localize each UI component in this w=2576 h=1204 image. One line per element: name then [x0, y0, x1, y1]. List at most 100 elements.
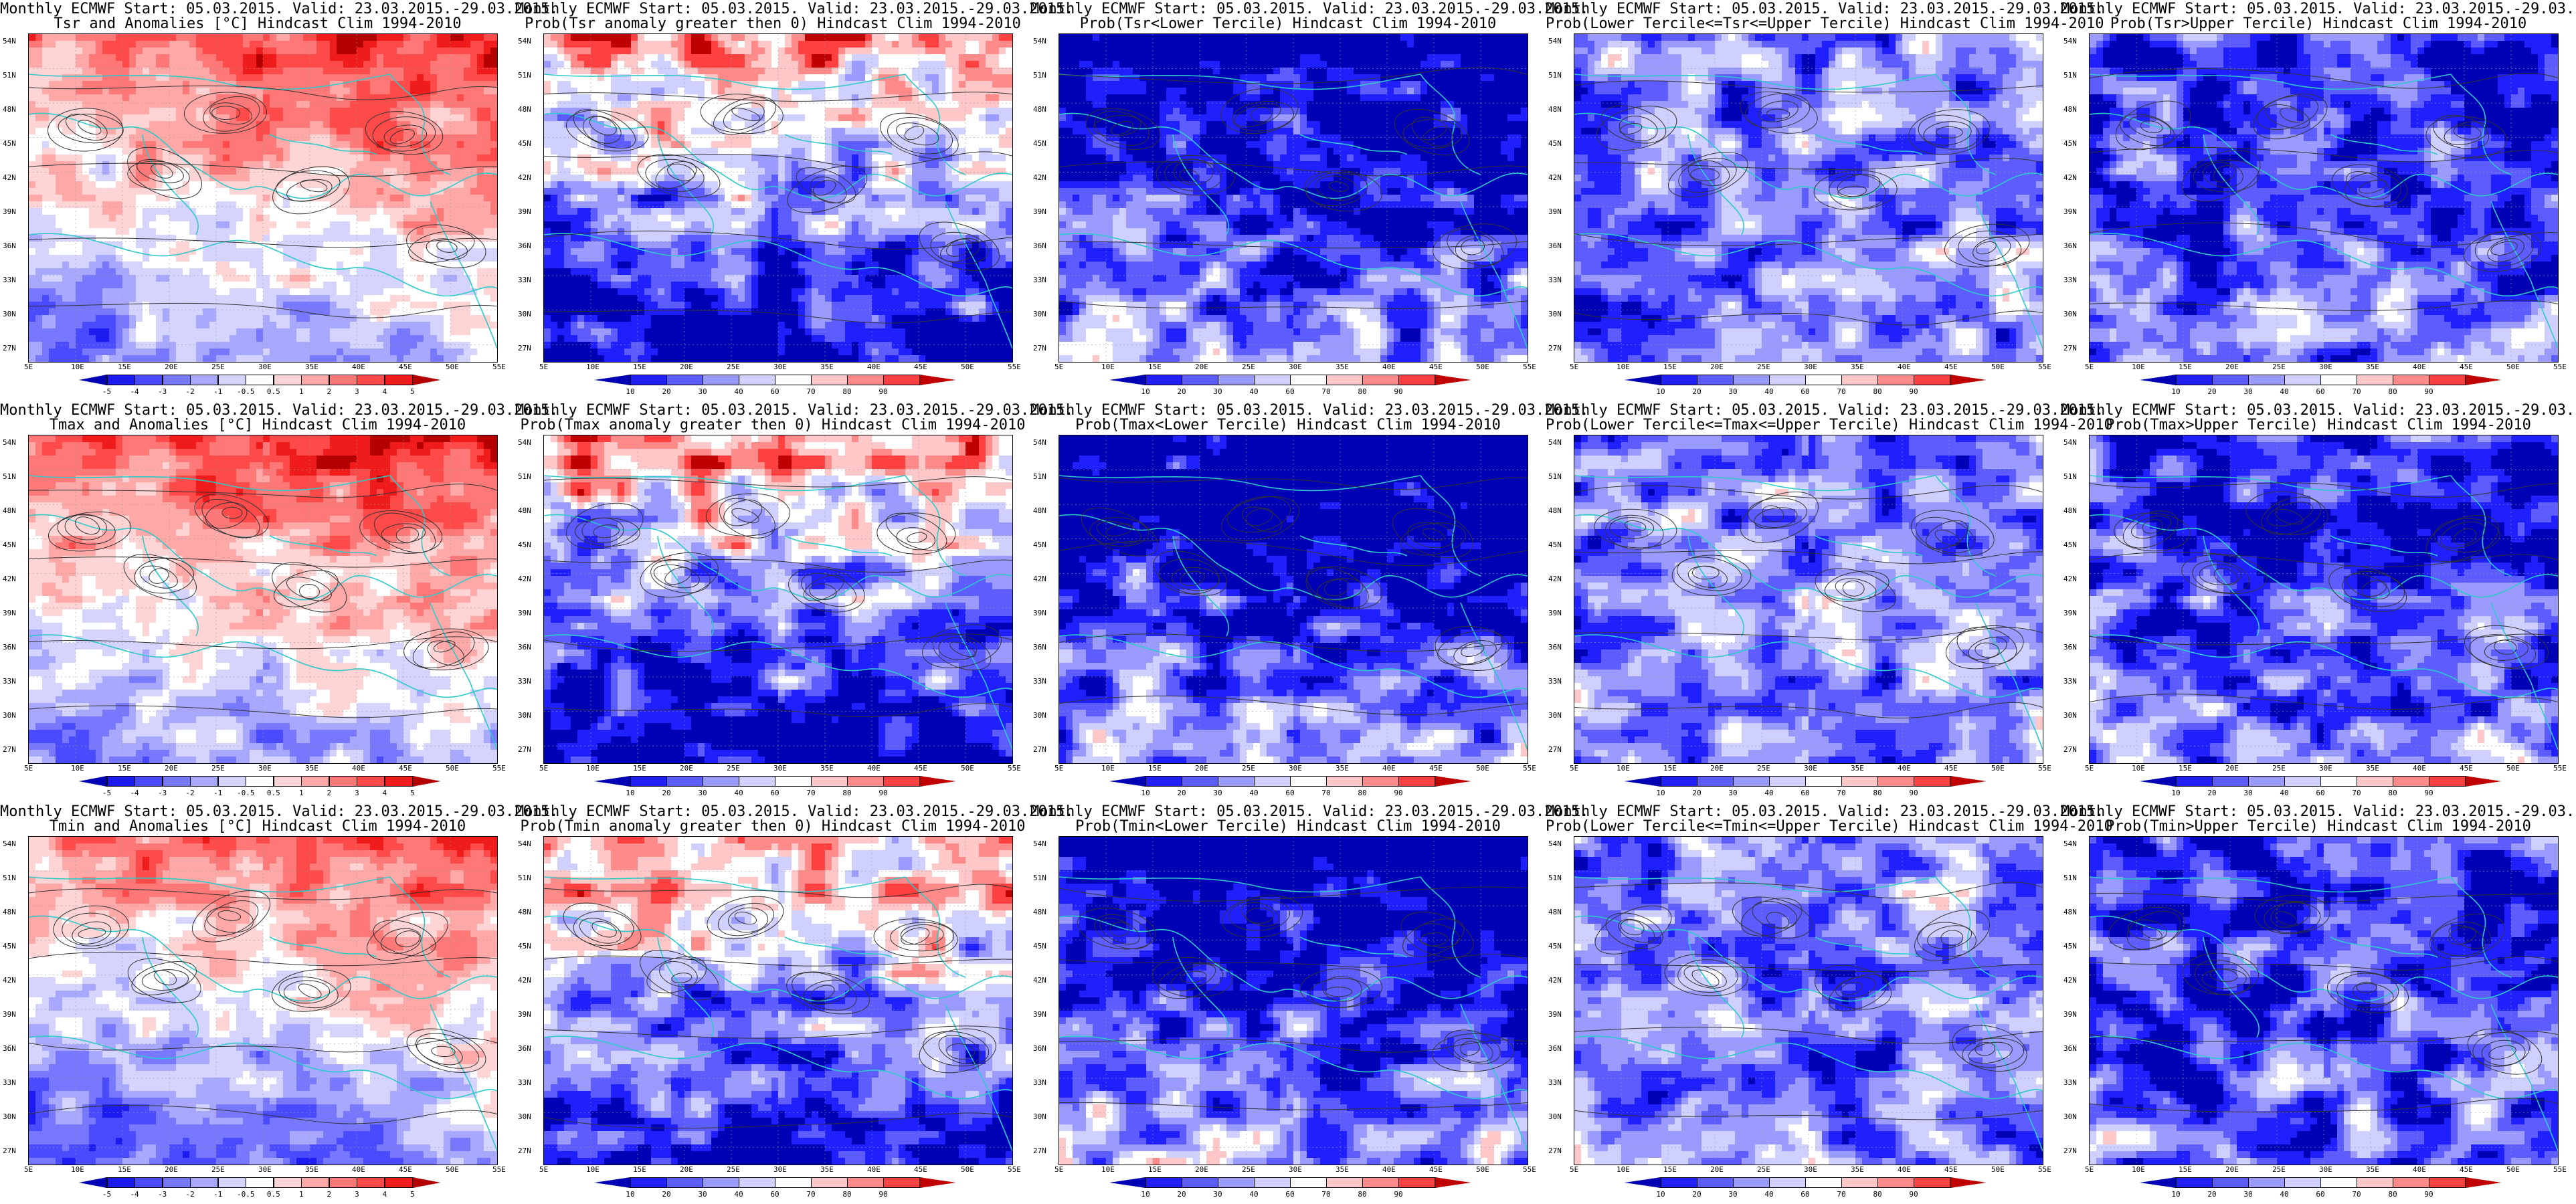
longitude-label: 5E [2085, 1165, 2094, 1174]
latitude-label: 30N [3, 1112, 16, 1121]
colorbar-segment [273, 375, 302, 385]
latitude-label: 51N [1033, 472, 1046, 481]
colorbar-segment [1733, 375, 1770, 385]
colorbar-tick-label: 3 [355, 1190, 359, 1199]
colorbar-segment [2284, 776, 2321, 787]
longitude-label: 10E [2132, 1165, 2145, 1174]
colorbar-segment [1950, 776, 1987, 787]
longitude-label: 5E [1054, 363, 1064, 371]
colorbar-segment [847, 375, 884, 385]
longitude-label: 40E [867, 764, 881, 773]
map-plot [28, 435, 498, 764]
longitude-label: 50E [2506, 1165, 2520, 1174]
latitude-label: 36N [3, 643, 16, 651]
coastlines [544, 74, 1012, 349]
longitude-label: 25E [211, 363, 225, 371]
longitude-label: 10E [1101, 764, 1115, 773]
longitude-label: 25E [2272, 1165, 2286, 1174]
contours [29, 484, 497, 718]
contours [29, 888, 497, 1124]
longitude-label: 30E [1289, 764, 1302, 773]
shaded-field [1059, 435, 1528, 763]
latitude-label: 51N [518, 472, 531, 481]
map-panel-tmin-middle: Monthly ECMWF Start: 05.03.2015. Valid: … [1546, 803, 2113, 1204]
latitude-label: 51N [3, 71, 16, 80]
colorbar-segment [106, 1177, 135, 1188]
map-panel-tmin-lower: Monthly ECMWF Start: 05.03.2015. Valid: … [1030, 803, 1588, 1204]
longitude-label: 35E [305, 764, 318, 773]
colorbar-segment [1109, 1177, 1146, 1188]
latitude-label: 42N [2063, 575, 2077, 583]
longitude-label: 15E [118, 1165, 131, 1174]
longitude-label: 15E [1663, 363, 1677, 371]
colorbar-segment [2393, 776, 2429, 787]
longitude-label: 10E [1617, 764, 1630, 773]
colorbar-tick-label: -2 [185, 1190, 195, 1199]
map-canvas [1059, 837, 1528, 1165]
map-panel-tmin-anom: Monthly ECMWF Start: 05.03.2015. Valid: … [0, 803, 558, 1204]
colorbar-segment [2357, 375, 2393, 385]
latitude-label: 33N [518, 1078, 531, 1087]
latitude-label: 42N [1548, 173, 1562, 182]
longitude-label: 45E [399, 764, 412, 773]
coastlines [1574, 876, 2043, 1152]
colorbar-segment [2320, 776, 2357, 787]
colorbar-tick-label: 30 [2243, 387, 2253, 396]
longitude-label: 50E [1991, 1165, 2005, 1174]
colorbar-tick-label: 80 [2388, 387, 2397, 396]
colorbar-segment [2248, 375, 2285, 385]
colorbar-segment [412, 776, 441, 787]
colorbar-segment [1950, 1177, 1987, 1188]
colorbar-tick-label: 80 [1873, 1190, 1882, 1199]
longitude-label: 5E [1570, 1165, 1579, 1174]
colorbar-segment [1326, 375, 1363, 385]
colorbar-segment [301, 776, 330, 787]
latitude-label: 36N [1548, 643, 1562, 651]
colorbar-tick-label: 90 [2424, 387, 2433, 396]
latitude-label: 27N [2063, 745, 2077, 754]
colorbar-segment [2140, 776, 2177, 787]
colorbar-segment [919, 776, 956, 787]
colorbar-tick-label: 90 [879, 789, 888, 797]
colorbar-tick-label: 80 [1358, 1190, 1367, 1199]
colorbar-segment [1841, 375, 1878, 385]
latitude-label: 45N [1548, 942, 1562, 950]
panel-title-field: Tsr and Anomalies [°C] Hindcast Clim 199… [54, 15, 462, 32]
colorbar-tick-label: 40 [1249, 789, 1259, 797]
longitude-label: 20E [1710, 363, 1724, 371]
colorbar-segment [630, 776, 667, 787]
longitude-label: 45E [1944, 764, 1958, 773]
colorbar-segment [2320, 1177, 2357, 1188]
colorbar-tick-label: 4 [382, 387, 387, 396]
latitude-label: 48N [3, 105, 16, 114]
colorbar-segment [630, 375, 667, 385]
colorbar-segment [2176, 375, 2213, 385]
colorbar-segment [2429, 776, 2466, 787]
colorbar-tick-label: 1 [298, 1190, 304, 1199]
colorbar-segment [1362, 375, 1399, 385]
colorbar-segment [106, 776, 135, 787]
colorbar-tick-label: 70 [806, 1190, 816, 1199]
latitude-label: 33N [1548, 1078, 1562, 1087]
colorbar-segment [1362, 1177, 1399, 1188]
colorbar-segment [2393, 375, 2429, 385]
latitude-label: 45N [3, 139, 16, 148]
colorbar-segment [1661, 776, 1697, 787]
colorbar-tick-label: 80 [1873, 789, 1882, 797]
colorbar-tick-label: 10 [1141, 387, 1150, 396]
latitude-label: 45N [518, 540, 531, 549]
longitude-label: 45E [914, 764, 927, 773]
longitude-label: 35E [305, 363, 318, 371]
latitude-label: 48N [518, 105, 531, 114]
latitude-label: 42N [518, 976, 531, 985]
colorbar [2140, 375, 2502, 385]
latitude-label: 54N [3, 438, 16, 447]
panel-title-field: Tmax and Anomalies [°C] Hindcast Clim 19… [49, 417, 466, 433]
colorbar-tick-label: 20 [1692, 1190, 1701, 1199]
colorbar-segment [703, 1177, 739, 1188]
panel-title-field: Prob(Tsr>Upper Tercile) Hindcast Clim 19… [2110, 15, 2527, 32]
longitude-label: 35E [1336, 764, 1349, 773]
longitude-label: 25E [1242, 764, 1255, 773]
colorbar-segment [2465, 776, 2502, 787]
map-canvas [1059, 34, 1528, 362]
